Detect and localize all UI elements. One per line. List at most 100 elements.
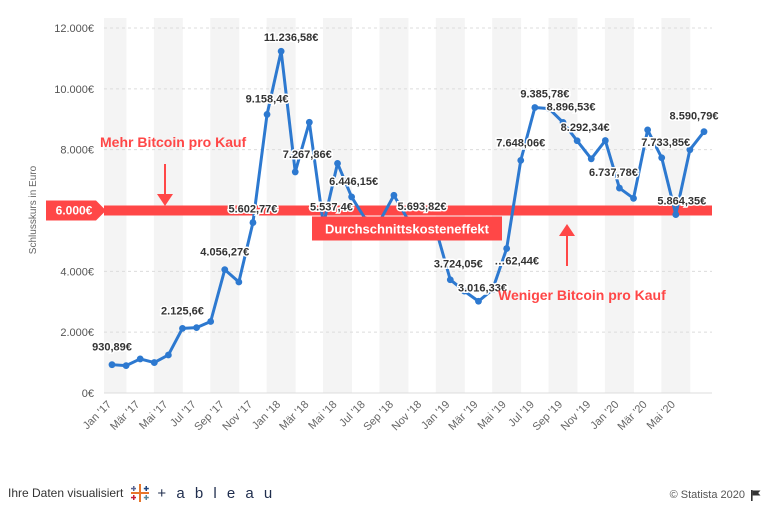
data-label: 2.125,6€	[161, 305, 204, 317]
data-label: 6.446,15€	[329, 176, 378, 188]
data-label: 11.236,58€	[264, 32, 318, 44]
data-point	[644, 126, 652, 134]
data-label: 4.056,27€	[200, 247, 249, 259]
data-label: 3.724,05€	[434, 259, 483, 271]
data-label: 5.602,77€	[228, 204, 277, 216]
x-tick-label: Nov '19	[559, 399, 594, 434]
data-point	[136, 355, 144, 363]
x-tick-label: Mai '17	[137, 399, 170, 432]
arrow-head-down	[157, 194, 173, 206]
x-tick-label: Mär '19	[446, 399, 480, 433]
x-tick-label: Jan '20	[588, 399, 621, 432]
data-label: 5.693,82€	[398, 201, 447, 213]
data-label: 5.864,35€	[657, 196, 706, 208]
data-point	[150, 359, 158, 366]
data-point	[193, 324, 200, 332]
data-point	[601, 137, 609, 144]
data-point	[616, 184, 623, 192]
x-tick-label: Sep '19	[531, 399, 566, 434]
mid-label-box	[312, 216, 502, 241]
annotation-less-bitcoin: Weniger Bitcoin pro Kauf	[498, 287, 666, 303]
data-point	[305, 118, 313, 126]
data-point	[700, 128, 708, 136]
data-label: 5.537,4€	[310, 202, 353, 214]
data-label: 8.896,53€	[547, 101, 596, 113]
data-label: 8.590,79€	[670, 111, 719, 123]
data-point	[503, 245, 511, 252]
annotation-more-bitcoin: Mehr Bitcoin pro Kauf	[100, 134, 247, 150]
data-point	[446, 276, 454, 284]
data-label: 930,89€	[92, 342, 132, 354]
data-point	[390, 191, 398, 199]
x-tick-label: Mär '20	[616, 399, 650, 433]
data-labels: 930,89€ 2.125,6€ 4.056,27€ 5.602,77€ 9.158,4…	[91, 31, 720, 355]
y-tick-label: 0€	[82, 388, 94, 400]
y-tick-label: 2.000€	[60, 327, 94, 339]
x-tick-label: Mär '18	[277, 399, 311, 433]
reference-band	[104, 205, 712, 216]
x-tick-label: Mai '19	[475, 399, 508, 432]
data-label: 7.733,85€	[641, 137, 690, 149]
x-tick-label: Jan '17	[81, 399, 114, 432]
copyright-text: © Statista 2020	[669, 489, 745, 501]
x-tick-label: Sep '17	[192, 399, 227, 434]
y-tick-label: 4.000€	[60, 266, 94, 278]
data-point	[489, 286, 496, 293]
y-axis-label: Schlusskurs in Euro	[28, 165, 39, 254]
data-point	[249, 219, 257, 226]
bitcoin-price-chart: 0€ 2.000€ 4.000€ 6.000€ 8.000€ 10.000€ 12.000€…	[28, 18, 720, 434]
reference-line-6000: 6.000€	[46, 200, 712, 221]
annotations: Mehr Bitcoin pro Kauf Durchschnittskosten…	[100, 134, 666, 303]
data-label: 8.292,34€	[561, 122, 610, 134]
x-tick-label: Mär '17	[108, 399, 142, 433]
data-point	[207, 318, 215, 325]
data-point	[179, 324, 186, 332]
data-point	[545, 105, 553, 113]
data-point	[475, 297, 482, 305]
data-point	[277, 47, 285, 55]
reference-label: 6.000€	[56, 204, 93, 218]
data-point	[573, 137, 581, 145]
x-tick-label: Jan '18	[250, 399, 283, 432]
data-point	[559, 118, 567, 126]
data-label: 7.648,06€	[496, 137, 545, 149]
data-point	[348, 193, 356, 201]
data-point	[531, 104, 539, 111]
data-label: 3.016,33€	[458, 282, 507, 294]
data-label: 9.158,4€	[246, 93, 289, 105]
x-tick-label: Sep '18	[361, 399, 396, 434]
data-point	[334, 159, 341, 167]
data-point	[291, 168, 299, 176]
data-point	[630, 194, 637, 202]
footer-statista: © Statista 2020	[670, 489, 761, 501]
footer-visualized-text: Ihre Daten visualisiert	[8, 486, 124, 500]
data-label: 7.267,86€	[283, 149, 332, 161]
arrow-head-up	[559, 224, 575, 236]
flag-icon[interactable]	[751, 489, 761, 501]
data-label: …62,44€	[494, 256, 539, 268]
data-point	[672, 211, 680, 219]
x-tick-label: Jan '19	[419, 399, 452, 432]
data-point	[235, 278, 243, 286]
reference-tag	[46, 200, 106, 221]
data-point	[263, 111, 271, 118]
y-tick-label: 8.000€	[60, 145, 94, 157]
data-point	[221, 266, 229, 274]
data-label: 6.737,78€	[589, 167, 638, 179]
tableau-logo-icon	[131, 484, 150, 502]
data-point	[686, 146, 694, 154]
footer-tableau: Ihre Daten visualisiert + a b l e a u	[8, 482, 275, 504]
x-tick-label: Mai '18	[306, 399, 339, 432]
x-tick-label: Mai '20	[645, 399, 678, 432]
tableau-wordmark: + a b l e a u	[157, 484, 276, 502]
data-point	[517, 156, 525, 164]
data-point	[658, 154, 666, 162]
data-label: 9.385,78€	[520, 89, 569, 101]
y-tick-label: 12.000€	[54, 23, 94, 35]
data-point	[108, 361, 116, 369]
y-tick-label: 10.000€	[54, 84, 94, 96]
x-tick-label: Nov '17	[220, 399, 255, 434]
data-point	[587, 155, 595, 163]
x-tick-label: Nov '18	[390, 399, 425, 434]
